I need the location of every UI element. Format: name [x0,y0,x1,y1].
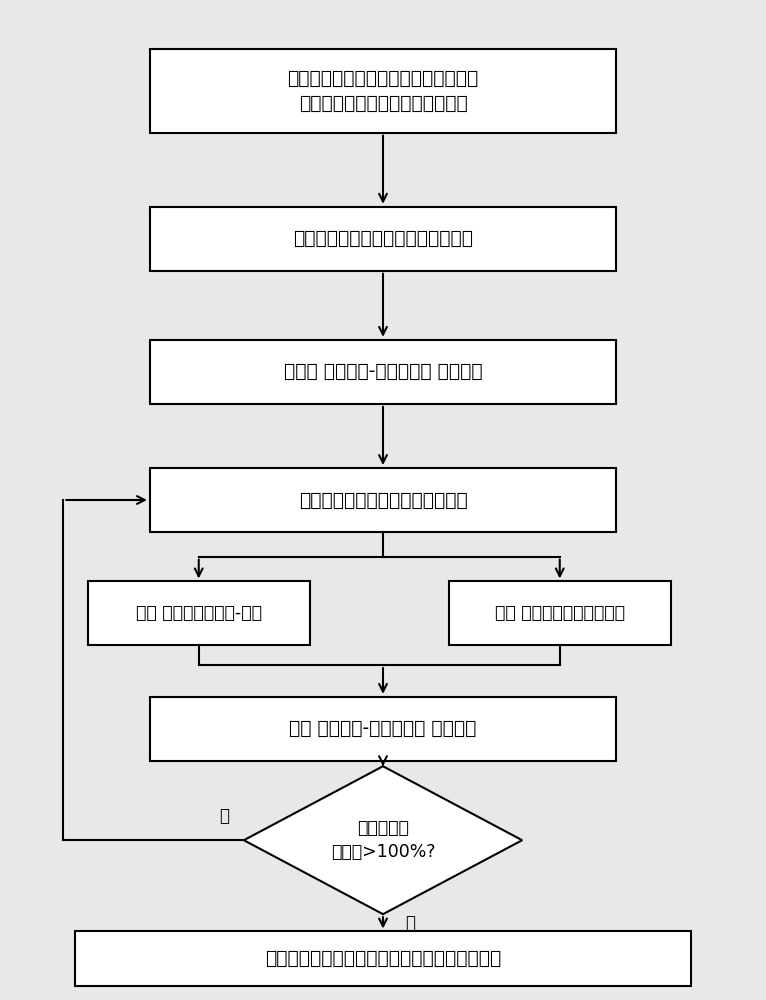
Text: 初始化 运输单元-应急集合点 关系矩阵: 初始化 运输单元-应急集合点 关系矩阵 [283,362,483,381]
Text: 聚类算法，车辆编组为应急运输单元: 聚类算法，车辆编组为应急运输单元 [293,229,473,248]
Text: 否: 否 [219,807,229,825]
Text: 所有集合点
计划率>100%?: 所有集合点 计划率>100%? [331,819,435,861]
FancyBboxPatch shape [150,697,616,761]
FancyBboxPatch shape [449,581,671,645]
Polygon shape [244,766,522,914]
Text: 提取运输单元，规划一轮运输任务: 提取运输单元，规划一轮运输任务 [299,491,467,510]
Text: 是: 是 [405,914,416,932]
Text: 更新 运输单元新时间-位置: 更新 运输单元新时间-位置 [136,604,262,622]
FancyBboxPatch shape [150,468,616,532]
Text: 疏散任务规划完成，输出任务列表及启用车辆数: 疏散任务规划完成，输出任务列表及启用车辆数 [265,949,501,968]
FancyBboxPatch shape [88,581,309,645]
Text: 更新 目标集合点疏散计划率: 更新 目标集合点疏散计划率 [495,604,625,622]
FancyBboxPatch shape [150,207,616,271]
Text: 更新 运输单元-应急集合点 关系矩阵: 更新 运输单元-应急集合点 关系矩阵 [290,719,476,738]
FancyBboxPatch shape [74,931,692,986]
FancyBboxPatch shape [150,340,616,404]
Text: 根据时段特性，转换车辆为应急状态；
更新车辆集中车辆初始位置、时间: 根据时段特性，转换车辆为应急状态； 更新车辆集中车辆初始位置、时间 [287,69,479,113]
FancyBboxPatch shape [150,49,616,133]
